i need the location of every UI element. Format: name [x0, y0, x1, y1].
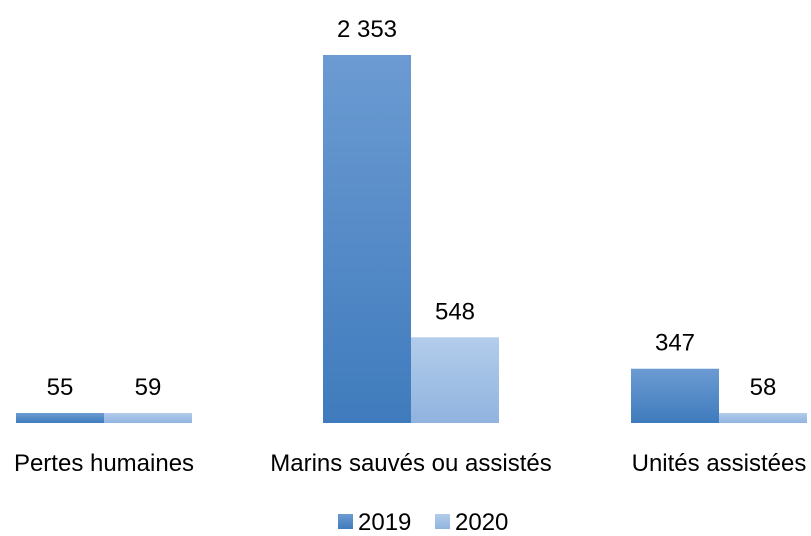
bar-2020-0 [104, 413, 192, 423]
category-label-0: Pertes humaines [14, 450, 194, 477]
bar-2019-1 [323, 55, 411, 423]
data-label-2020-1: 548 [435, 298, 475, 325]
bar-2019-0 [16, 413, 104, 423]
data-label-2020-2: 58 [750, 374, 777, 401]
data-label-2019-1: 2 353 [337, 16, 397, 43]
data-label-2020-0: 59 [135, 374, 162, 401]
category-label-1: Marins sauvés ou assistés [270, 450, 551, 477]
category-labels-group: Pertes humaines Marins sauvés ou assistés… [14, 450, 806, 477]
legend-label-2020: 2020 [455, 509, 508, 536]
bar-2019-2 [631, 368, 719, 423]
legend-swatch-2020 [435, 514, 450, 529]
legend: 2019 2020 [338, 509, 508, 536]
bar-2020-2 [719, 413, 807, 423]
bar-2020-1 [411, 337, 499, 423]
category-label-2: Unités assistées [632, 450, 807, 477]
data-label-2019-0: 55 [47, 374, 74, 401]
legend-swatch-2019 [338, 514, 353, 529]
legend-label-2019: 2019 [358, 509, 411, 536]
data-label-2019-2: 347 [655, 330, 695, 357]
data-labels-group: 55 59 2 353 548 347 58 [47, 16, 777, 401]
bars-group [16, 55, 807, 423]
